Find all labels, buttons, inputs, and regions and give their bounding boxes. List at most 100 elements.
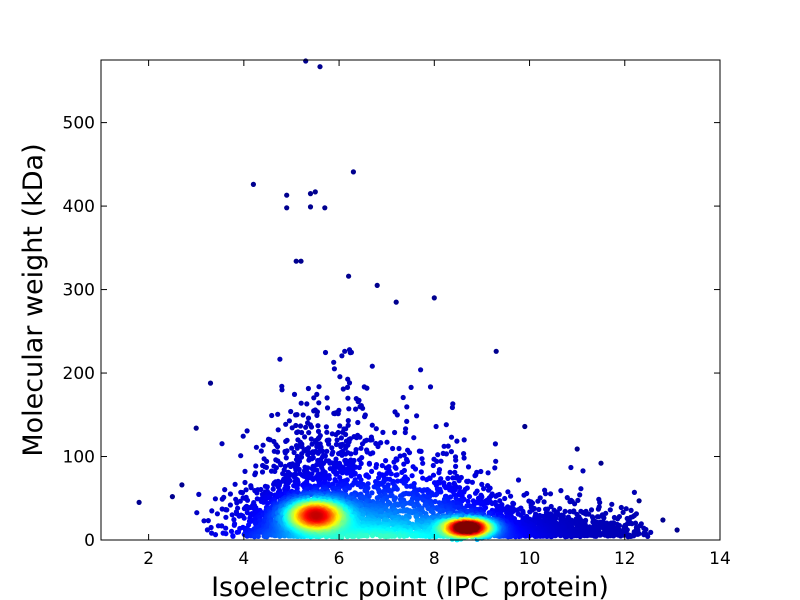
data-point — [333, 441, 339, 448]
data-point — [392, 429, 398, 436]
data-point — [395, 478, 401, 484]
data-point — [231, 517, 237, 523]
data-point — [445, 443, 451, 449]
data-point — [310, 451, 316, 457]
data-point — [255, 533, 261, 540]
data-point — [448, 434, 455, 440]
data-point — [412, 466, 419, 472]
data-point — [314, 412, 320, 418]
data-point — [466, 494, 473, 500]
data-point — [427, 384, 434, 390]
data-point — [536, 506, 542, 513]
data-point — [252, 472, 258, 478]
data-point — [343, 445, 349, 451]
data-point — [394, 412, 400, 418]
data-point — [461, 451, 467, 457]
data-point — [275, 449, 281, 455]
data-point — [348, 451, 354, 457]
data-point — [376, 475, 382, 481]
data-point — [335, 411, 341, 417]
data-point — [380, 429, 386, 435]
data-point — [309, 441, 315, 447]
data-point — [248, 485, 254, 491]
data-point — [304, 401, 310, 407]
data-point — [388, 471, 394, 477]
data-point — [367, 451, 374, 457]
data-point — [456, 491, 462, 497]
data-point — [493, 458, 499, 464]
data-point — [548, 503, 554, 510]
data-point — [219, 441, 225, 447]
data-point — [360, 405, 366, 411]
data-point — [237, 498, 243, 504]
data-point — [414, 413, 420, 419]
data-point — [315, 450, 321, 456]
data-point — [578, 486, 584, 492]
data-point — [333, 471, 339, 477]
data-point — [294, 429, 300, 436]
data-point — [542, 491, 549, 497]
data-point — [623, 506, 629, 512]
data-point — [430, 462, 436, 469]
data-point — [625, 534, 631, 540]
data-point — [270, 486, 276, 492]
data-point — [419, 456, 425, 462]
data-point — [620, 509, 626, 515]
data-point — [326, 476, 332, 482]
data-point — [326, 441, 332, 447]
data-point — [258, 448, 264, 454]
data-point — [461, 437, 467, 443]
data-point — [194, 510, 200, 516]
data-point — [359, 441, 366, 447]
data-point — [333, 432, 339, 438]
data-point — [369, 468, 375, 474]
data-point — [345, 418, 351, 424]
data-point — [305, 415, 312, 421]
data-point — [353, 450, 359, 456]
data-point — [337, 423, 343, 429]
data-point — [443, 422, 449, 428]
data-point — [445, 475, 451, 481]
data-point — [479, 481, 485, 487]
data-point — [472, 490, 479, 496]
data-point — [346, 406, 352, 412]
data-point — [253, 463, 259, 469]
data-point — [454, 438, 460, 444]
data-point — [344, 384, 351, 390]
data-point — [286, 418, 292, 424]
data-point — [223, 525, 229, 531]
data-point — [497, 498, 503, 504]
data-point — [235, 529, 242, 535]
data-point — [578, 508, 584, 514]
data-point — [383, 458, 389, 464]
data-point — [648, 529, 654, 536]
data-point — [342, 348, 348, 354]
data-point — [339, 452, 345, 458]
data-point — [264, 458, 270, 464]
data-point — [450, 475, 456, 481]
data-point — [232, 481, 238, 487]
data-point — [288, 463, 294, 470]
data-point — [515, 477, 522, 483]
data-point — [223, 531, 229, 537]
data-point — [492, 465, 498, 471]
data-point — [378, 440, 384, 446]
data-point — [420, 460, 426, 466]
data-point — [456, 478, 462, 484]
data-point — [277, 356, 283, 362]
data-point — [294, 412, 300, 418]
data-point — [453, 457, 459, 463]
data-point — [609, 501, 615, 507]
data-point — [223, 514, 229, 520]
data-point — [567, 509, 573, 515]
data-point — [394, 486, 400, 492]
data-point — [373, 464, 379, 470]
data-point — [411, 435, 417, 441]
data-point — [289, 425, 295, 431]
data-point — [323, 424, 329, 430]
data-point — [434, 458, 440, 464]
data-point — [403, 426, 409, 432]
data-point — [282, 450, 288, 456]
data-point — [420, 475, 426, 481]
data-point — [416, 448, 422, 454]
